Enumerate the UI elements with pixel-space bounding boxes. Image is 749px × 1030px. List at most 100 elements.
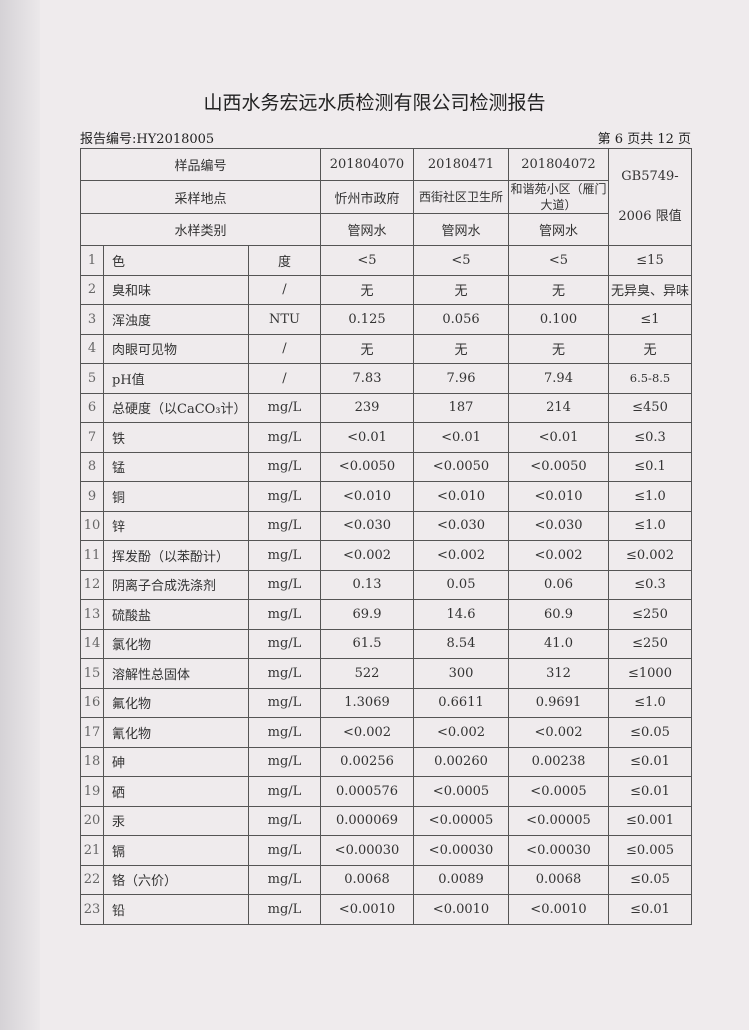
- limit: ≤0.01: [608, 746, 692, 777]
- table-row: 1 色度 <5 <5 <5 ≤15: [80, 245, 692, 276]
- value: 69.9: [320, 599, 414, 630]
- row-number: 9: [80, 481, 104, 512]
- table-row: 10 锌 mg/L <0.030 <0.030 <0.030 ≤1.0: [80, 510, 692, 541]
- table-row: 12 阴离子合成洗涤剂 mg/L 0.13 0.05 0.06 ≤0.3: [80, 569, 692, 600]
- value: 0.00260: [413, 746, 509, 777]
- table-row: 20 汞 mg/L 0.000069 <0.00005 <0.00005 ≤0.001: [80, 805, 692, 836]
- value: 60.9: [508, 599, 609, 630]
- item-name: 镉: [103, 835, 249, 866]
- unit: mg/L: [248, 392, 321, 423]
- standard-header: GB5749- 2006 限值: [608, 148, 692, 246]
- value: 7.96: [413, 363, 509, 394]
- unit: mg/L: [248, 894, 321, 925]
- value: <0.002: [508, 717, 609, 748]
- value: 无: [508, 333, 609, 364]
- water-type: 管网水: [320, 213, 414, 246]
- table-row: 7 铁 mg/L <0.01 <0.01 <0.01 ≤0.3: [80, 422, 692, 453]
- value: 0.0068: [320, 864, 414, 895]
- item-name: pH值: [103, 363, 249, 394]
- table-row: 3 浑浊度 NTU 0.125 0.056 0.100 ≤1: [80, 304, 692, 335]
- sample-location: 和谐苑小区（雁门大道）: [508, 180, 609, 214]
- limit: ≤250: [608, 599, 692, 630]
- row-number: 8: [80, 451, 104, 482]
- limit: ≤450: [608, 392, 692, 423]
- value: <0.002: [320, 717, 414, 748]
- table-row: 6 总硬度（以CaCO₃计） mg/L 239 187 214 ≤450: [80, 392, 692, 423]
- unit: mg/L: [248, 776, 321, 807]
- unit: NTU: [248, 304, 321, 335]
- value: 1.3069: [320, 687, 414, 718]
- unit: mg/L: [248, 687, 321, 718]
- value: 0.125: [320, 304, 414, 335]
- value: <0.01: [320, 422, 414, 453]
- value: 无: [320, 333, 414, 364]
- row-number: 14: [80, 628, 104, 659]
- value: <0.00030: [320, 835, 414, 866]
- value: 0.100: [508, 304, 609, 335]
- row-number: 20: [80, 805, 104, 836]
- limit: ≤0.3: [608, 422, 692, 453]
- value: 0.0068: [508, 864, 609, 895]
- unit: /: [248, 274, 321, 305]
- item-name: 臭和味: [103, 274, 249, 305]
- value: <0.030: [508, 510, 609, 541]
- value: <0.0050: [320, 451, 414, 482]
- unit: 度: [248, 245, 321, 276]
- item-name: 铜: [103, 481, 249, 512]
- item-name: 挥发酚（以苯酚计）: [103, 540, 249, 571]
- row-number: 19: [80, 776, 104, 807]
- table-row: 5 pH值/7.83 7.96 7.94 6.5-8.5: [80, 363, 692, 394]
- table-row: 4 肉眼可见物 / 无无无无: [80, 333, 692, 364]
- sample-no: 201804072: [508, 148, 609, 181]
- value: 41.0: [508, 628, 609, 659]
- limit: ≤0.05: [608, 717, 692, 748]
- scan-gutter: [0, 0, 40, 1030]
- page-info: 第 6 页共 12 页: [597, 132, 691, 147]
- water-type-row: 水样类别 管网水 管网水 管网水: [80, 213, 692, 246]
- value: <0.030: [413, 510, 509, 541]
- item-name: 总硬度（以CaCO₃计）: [103, 392, 249, 423]
- value: 0.0089: [413, 864, 509, 895]
- item-name: 硫酸盐: [103, 599, 249, 630]
- limit: ≤0.002: [608, 540, 692, 571]
- item-name: 阴离子合成洗涤剂: [103, 569, 249, 600]
- unit: mg/L: [248, 422, 321, 453]
- value: <0.002: [413, 540, 509, 571]
- item-name: 氟化物: [103, 687, 249, 718]
- results-table: 样品编号 201804070 20180471 201804072 GB5749…: [80, 148, 692, 925]
- unit: mg/L: [248, 835, 321, 866]
- table-row: 22 铬（六价） mg/L 0.0068 0.0089 0.0068 ≤0.05: [80, 864, 692, 895]
- location-label: 采样地点: [80, 180, 321, 214]
- sample-no: 201804070: [320, 148, 414, 181]
- value: 187: [413, 392, 509, 423]
- value: <0.002: [320, 540, 414, 571]
- limit: ≤0.001: [608, 805, 692, 836]
- value: <0.002: [508, 540, 609, 571]
- limit: ≤15: [608, 245, 692, 276]
- value: 0.06: [508, 569, 609, 600]
- unit: mg/L: [248, 805, 321, 836]
- limit: ≤0.01: [608, 894, 692, 925]
- table-row: 8 锰 mg/L <0.0050 <0.0050 <0.0050 ≤0.1: [80, 451, 692, 482]
- limit: ≤1: [608, 304, 692, 335]
- item-name: 氯化物: [103, 628, 249, 659]
- item-name: 溶解性总固体: [103, 658, 249, 689]
- row-number: 18: [80, 746, 104, 777]
- value: 无: [508, 274, 609, 305]
- row-number: 2: [80, 274, 104, 305]
- value: 312: [508, 658, 609, 689]
- table-row: 16 氟化物 mg/L 1.3069 0.6611 0.9691 ≤1.0: [80, 687, 692, 718]
- value: 0.00256: [320, 746, 414, 777]
- limit: ≤1.0: [608, 510, 692, 541]
- row-number: 1: [80, 245, 104, 276]
- value: 522: [320, 658, 414, 689]
- unit: /: [248, 333, 321, 364]
- value: 0.056: [413, 304, 509, 335]
- table-row: 14 氯化物 mg/L 61.5 8.54 41.0 ≤250: [80, 628, 692, 659]
- water-type-label: 水样类别: [80, 213, 321, 246]
- value: <0.0010: [320, 894, 414, 925]
- item-name: 锰: [103, 451, 249, 482]
- row-number: 12: [80, 569, 104, 600]
- limit: ≤0.05: [608, 864, 692, 895]
- unit: mg/L: [248, 717, 321, 748]
